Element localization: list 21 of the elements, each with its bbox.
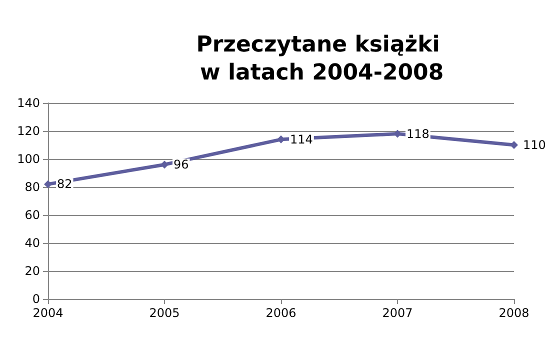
- x-tick-label: 2007: [382, 306, 413, 320]
- y-tick-label: 60: [24, 208, 40, 222]
- y-tick-label: 40: [24, 236, 40, 250]
- y-tick-label: 20: [24, 264, 40, 278]
- point: [160, 160, 168, 169]
- y-tick-label: 80: [24, 180, 40, 194]
- data-label: 110: [523, 138, 546, 152]
- x-tick-label: 2006: [266, 306, 296, 320]
- data-label: 82: [57, 177, 72, 192]
- point: [394, 130, 402, 138]
- x-tick-label: 2005: [149, 306, 180, 320]
- x-tick-label: 2008: [498, 306, 530, 320]
- data-label: 114: [290, 132, 313, 146]
- y-tick-label: 120: [17, 124, 40, 138]
- data-label: 96: [174, 158, 189, 172]
- y-tick-label: 0: [32, 292, 40, 306]
- y-tick-label: 140: [17, 96, 40, 110]
- x-tick-label: 2004: [32, 306, 64, 320]
- data-label: 118: [406, 126, 430, 141]
- y-tick-label: 100: [17, 152, 40, 166]
- chart-title: Przeczytane książki w latach 2004-2008: [192, 32, 444, 86]
